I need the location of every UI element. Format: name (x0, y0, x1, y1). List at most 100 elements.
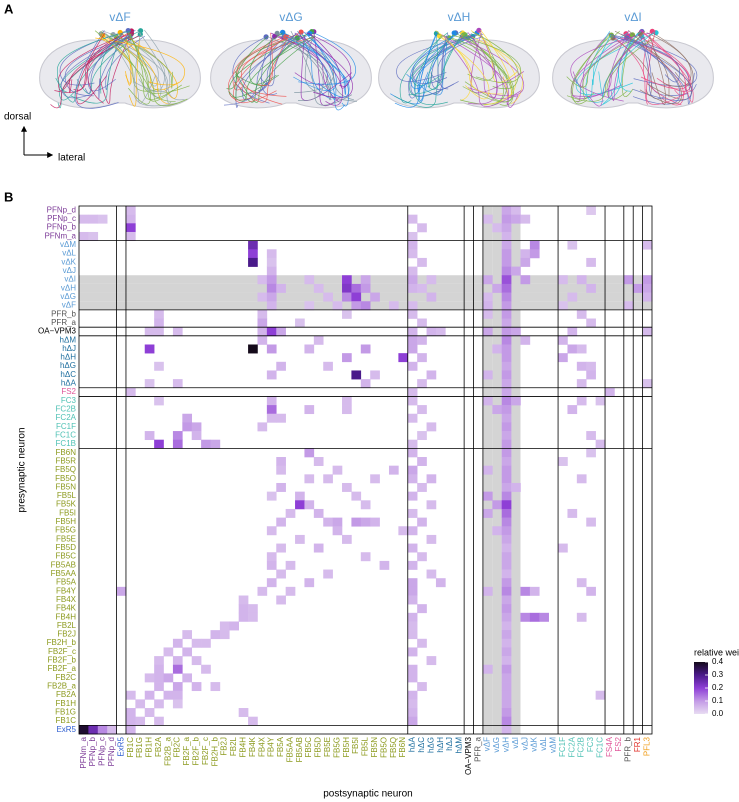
heatmap-cell (323, 517, 333, 527)
row-label: FB5K (56, 500, 77, 509)
heatmap-cell (342, 534, 352, 544)
heatmap-cell (520, 335, 531, 345)
heatmap-cell (191, 431, 202, 441)
neuron-trace (94, 30, 151, 105)
column-label: FB2B_a (163, 736, 172, 765)
heatmap-cell (567, 508, 578, 518)
heatmap-cell (172, 439, 183, 449)
heatmap-cell (501, 630, 512, 640)
heatmap-cell (172, 431, 183, 441)
column-label: OA−VPM3 (464, 736, 473, 775)
neuron-trace (234, 36, 316, 103)
heatmap-cell (88, 725, 99, 735)
neuron-trace (226, 34, 308, 90)
column-label: FB5O (379, 737, 388, 758)
heatmap-cell (304, 448, 315, 458)
heatmap-cell (501, 266, 512, 276)
heatmap-cell (576, 344, 587, 354)
column-label: PFR_a (473, 736, 482, 761)
heatmap-cell (417, 223, 427, 233)
heatmap-cell (567, 292, 578, 302)
neuron-trace (600, 32, 639, 106)
column-label: FB4X (257, 736, 266, 757)
heatmap-cell (276, 457, 286, 466)
heatmap-cell (482, 292, 493, 302)
heatmap-cell (295, 318, 305, 328)
heatmap-cell (313, 543, 324, 553)
column-label: FB5I (351, 737, 360, 754)
heatmap-cell (492, 500, 502, 510)
heatmap-cell (135, 716, 146, 726)
neuron-trace (441, 34, 522, 107)
heatmap-cell (501, 543, 512, 553)
heatmap-cell (79, 725, 89, 735)
neuron-trace (228, 35, 315, 102)
heatmap-cell (88, 231, 99, 241)
heatmap-cell (154, 716, 164, 726)
neuron-trace (249, 32, 283, 85)
colorbar-tick-label: 0.2 (712, 683, 724, 692)
heatmap-cell (163, 690, 174, 700)
orientation-label: lateral (58, 153, 85, 164)
heatmap-cell (501, 638, 512, 648)
row-label: vΔI (64, 275, 76, 284)
heatmap-cell (501, 257, 512, 267)
heatmap-cell (210, 682, 221, 692)
heatmap-cell (125, 387, 136, 397)
row-label: hΔM (60, 335, 77, 344)
heatmap-cell (501, 682, 512, 692)
row-label: FB2J (57, 630, 76, 639)
heatmap-cell (501, 448, 512, 458)
heatmap-cell (501, 309, 512, 319)
heatmap-cell (435, 578, 446, 588)
heatmap-cell (501, 249, 512, 259)
soma (451, 30, 457, 36)
neuron-trace (105, 33, 162, 98)
column-label: FC2B (577, 737, 586, 757)
row-label: PFR_b (51, 309, 76, 318)
heatmap-cell (172, 638, 183, 648)
brain (552, 28, 714, 109)
heatmap-cell (426, 422, 437, 432)
heatmap-cell (426, 370, 437, 380)
heatmap-cell (558, 353, 568, 363)
heatmap-cell (257, 586, 268, 596)
heatmap-cell (351, 517, 362, 527)
row-label: FB2C (56, 673, 77, 682)
heatmap-cell (501, 621, 512, 631)
heatmap-cell (248, 240, 258, 250)
heatmap-cell (266, 275, 277, 285)
heatmap-cell (520, 586, 531, 596)
brain-title: vΔH (448, 10, 471, 24)
heatmap-cell (558, 335, 568, 345)
row-label: vΔK (61, 257, 76, 266)
row-label: FB5O (55, 474, 76, 483)
column-label: PFL3 (642, 736, 651, 756)
heatmap-cell (360, 379, 371, 389)
heatmap-cell (276, 482, 286, 492)
heatmap-cell (501, 370, 512, 380)
neuron-trace (304, 35, 357, 102)
heatmap-cell (407, 630, 418, 640)
neuron-trace (50, 34, 134, 109)
row-label: FB5A (56, 578, 77, 587)
heatmap-cell (154, 309, 164, 319)
heatmap-cell (304, 275, 315, 285)
heatmap-cell (511, 214, 521, 224)
heatmap-cell (125, 725, 136, 735)
heatmap-cell (586, 517, 596, 527)
heatmap-cell (248, 249, 258, 259)
row-label: hΔC (60, 370, 76, 379)
neuron-trace (55, 36, 128, 103)
heatmap-cell (511, 482, 521, 492)
neuron-trace (394, 31, 438, 108)
neuron-trace (285, 36, 350, 98)
heatmap-cell (426, 500, 437, 510)
neuron-trace (645, 30, 692, 105)
heatmap-cell (501, 301, 512, 311)
heatmap-cell (407, 595, 418, 605)
row-label: FB5H (56, 517, 77, 526)
heatmap-cell (482, 508, 493, 518)
heatmap-cell (642, 379, 653, 389)
highlight-band (511, 206, 521, 734)
